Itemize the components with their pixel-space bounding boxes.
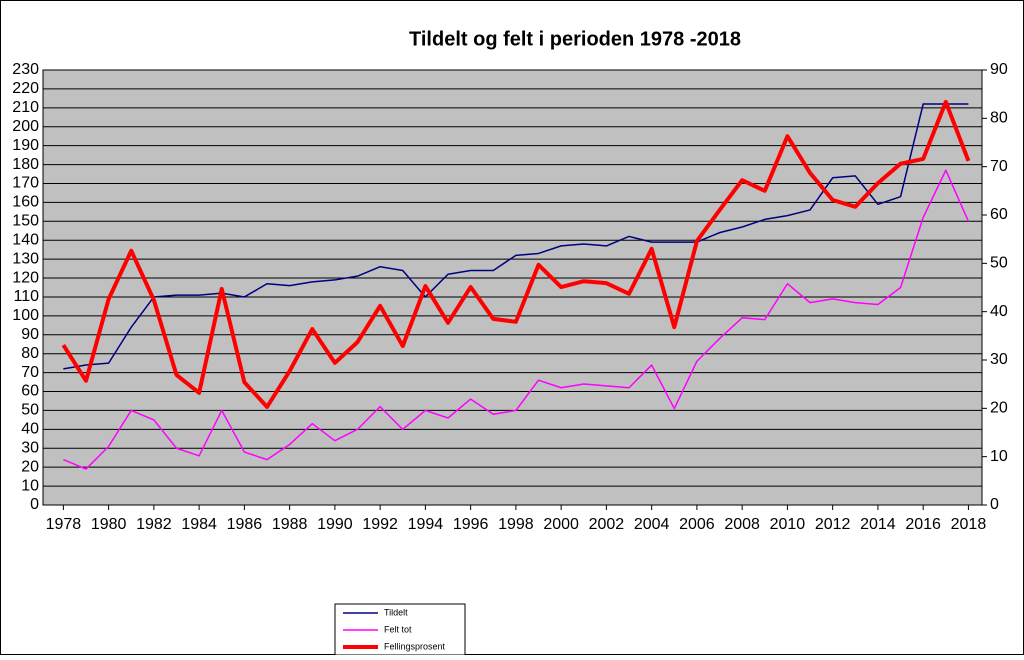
y-tick-label: 100 <box>12 307 39 324</box>
y2-tick-label: 80 <box>990 110 1008 127</box>
y-tick-label: 200 <box>12 118 39 135</box>
legend-label: Tildelt <box>384 607 408 617</box>
x-tick-label: 1978 <box>46 516 82 533</box>
y2-tick-label: 10 <box>990 448 1008 465</box>
y2-tick-label: 60 <box>990 206 1008 223</box>
y-tick-label: 30 <box>21 439 39 456</box>
y-tick-label: 10 <box>21 477 39 494</box>
y-tick-label: 190 <box>12 137 39 154</box>
y-tick-label: 70 <box>21 364 39 381</box>
y2-tick-label: 40 <box>990 303 1008 320</box>
chart-title: Tildelt og felt i perioden 1978 -2018 <box>409 28 741 50</box>
y2-tick-label: 90 <box>990 61 1008 78</box>
x-tick-label: 2008 <box>724 516 760 533</box>
y-tick-label: 90 <box>21 326 39 343</box>
y-tick-label: 230 <box>12 61 39 78</box>
y-tick-label: 210 <box>12 99 39 116</box>
x-tick-label: 2004 <box>634 516 670 533</box>
x-tick-label: 1994 <box>408 516 444 533</box>
y-tick-label: 60 <box>21 383 39 400</box>
x-tick-label: 2012 <box>815 516 851 533</box>
y2-tick-label: 30 <box>990 351 1008 368</box>
y2-tick-label: 20 <box>990 400 1008 417</box>
series-line <box>63 103 969 370</box>
y-tick-label: 170 <box>12 175 39 192</box>
y-tick-label: 40 <box>21 421 39 438</box>
x-tick-label: 1984 <box>181 516 217 533</box>
x-tick-label: 1996 <box>453 516 489 533</box>
x-tick-label: 1992 <box>362 516 398 533</box>
y2-tick-label: 0 <box>990 496 999 513</box>
legend-label: Fellingsprosent <box>384 641 446 651</box>
x-tick-label: 1998 <box>498 516 534 533</box>
y2-tick-label: 70 <box>990 158 1008 175</box>
x-tick-label: 2014 <box>860 516 896 533</box>
plot-area <box>42 69 983 506</box>
y-tick-label: 20 <box>21 458 39 475</box>
y-tick-label: 160 <box>12 194 39 211</box>
y-tick-label: 220 <box>12 80 39 97</box>
y-tick-label: 180 <box>12 156 39 173</box>
x-tick-label: 2018 <box>951 516 987 533</box>
y2-tick-label: 50 <box>990 255 1008 272</box>
x-tick-label: 1986 <box>227 516 263 533</box>
legend-label: Felt tot <box>384 624 412 634</box>
y-tick-label: 130 <box>12 250 39 267</box>
x-tick-label: 1988 <box>272 516 308 533</box>
series-line <box>63 169 970 470</box>
series-line <box>61 99 971 409</box>
y-tick-label: 140 <box>12 231 39 248</box>
y-tick-label: 150 <box>12 213 39 230</box>
y-tick-label: 120 <box>12 269 39 286</box>
x-tick-label: 2006 <box>679 516 715 533</box>
y-tick-label: 110 <box>13 288 39 305</box>
x-tick-label: 2002 <box>589 516 625 533</box>
x-tick-label: 1980 <box>91 516 127 533</box>
x-tick-label: 2010 <box>770 516 806 533</box>
x-tick-label: 2016 <box>905 516 941 533</box>
x-tick-label: 2000 <box>543 516 579 533</box>
y-tick-label: 80 <box>21 345 39 362</box>
x-tick-label: 1990 <box>317 516 353 533</box>
x-tick-label: 1982 <box>136 516 172 533</box>
y-tick-label: 50 <box>21 402 39 419</box>
y-tick-label: 0 <box>30 496 39 513</box>
